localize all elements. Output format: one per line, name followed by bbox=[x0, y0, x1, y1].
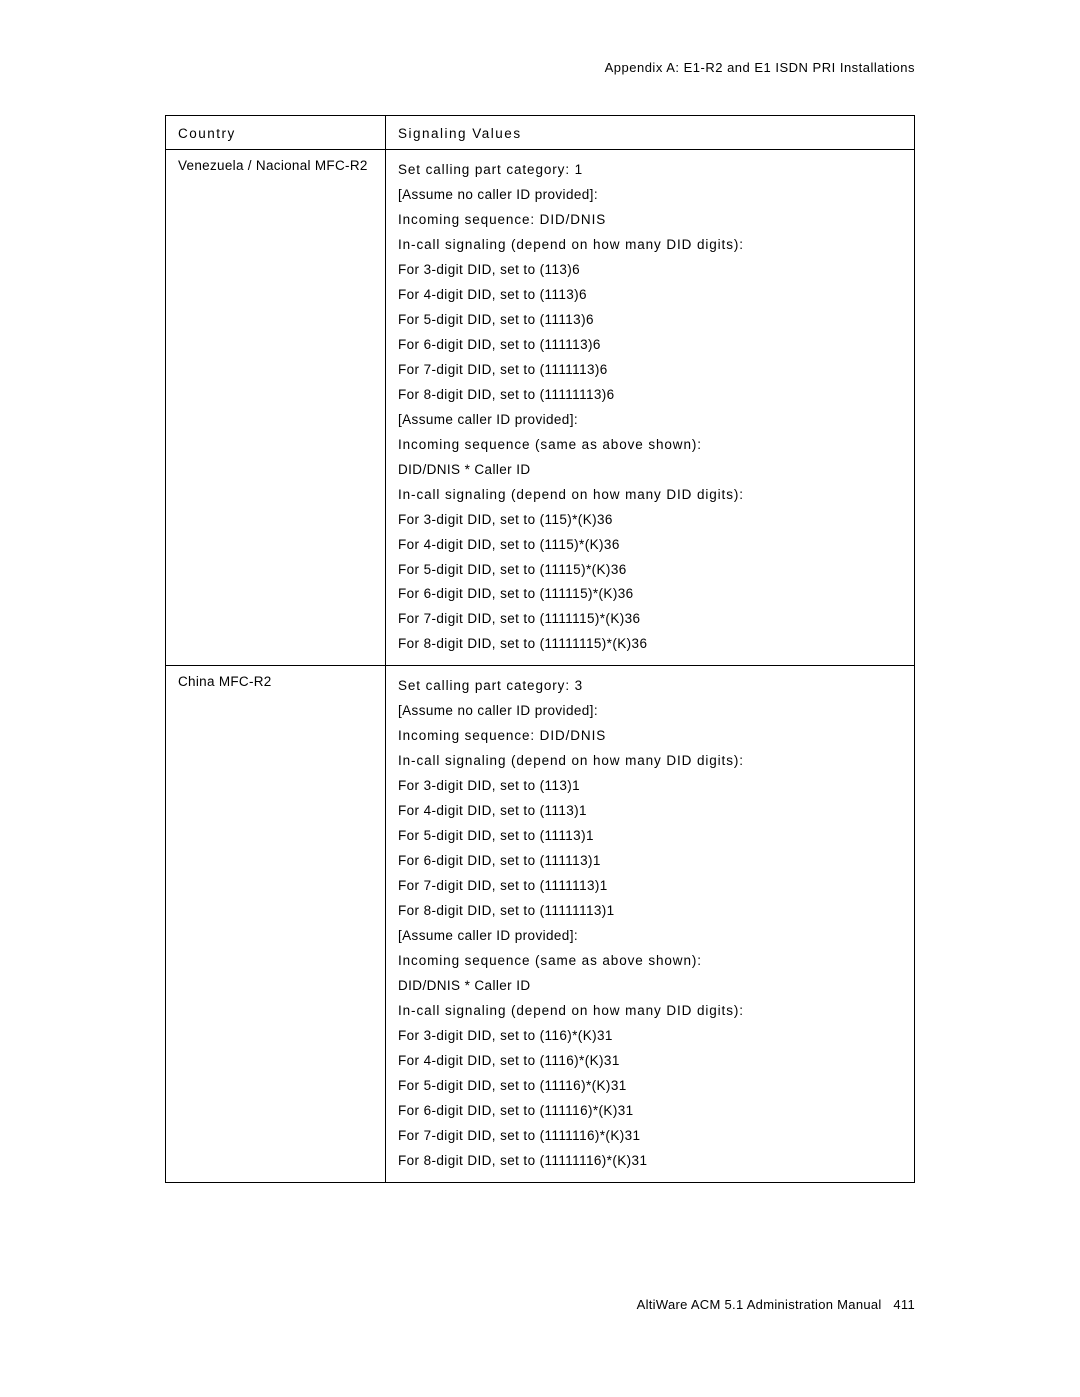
signaling-line: Incoming sequence: DID/DNIS bbox=[398, 724, 902, 749]
signaling-line: For 5-digit DID, set to (11116)*(K)31 bbox=[398, 1074, 902, 1099]
table-row: China MFC-R2Set calling part category: 3… bbox=[166, 666, 915, 1182]
signaling-line: [Assume no caller ID provided]: bbox=[398, 183, 902, 208]
signaling-line: For 3-digit DID, set to (113)1 bbox=[398, 774, 902, 799]
signaling-line: In-call signaling (depend on how many DI… bbox=[398, 749, 902, 774]
signaling-line: For 8-digit DID, set to (11111115)*(K)36 bbox=[398, 632, 902, 657]
cell-signaling: Set calling part category: 1[Assume no c… bbox=[386, 150, 915, 666]
signaling-line: For 5-digit DID, set to (11113)6 bbox=[398, 308, 902, 333]
signaling-line: [Assume caller ID provided]: bbox=[398, 924, 902, 949]
signaling-line: In-call signaling (depend on how many DI… bbox=[398, 999, 902, 1024]
footer-page-number: 411 bbox=[893, 1297, 915, 1312]
signaling-line: For 8-digit DID, set to (11111116)*(K)31 bbox=[398, 1149, 902, 1174]
signaling-line: For 6-digit DID, set to (111113)1 bbox=[398, 849, 902, 874]
signaling-line: Set calling part category: 3 bbox=[398, 674, 902, 699]
signaling-line: For 4-digit DID, set to (1116)*(K)31 bbox=[398, 1049, 902, 1074]
signaling-line: For 7-digit DID, set to (1111113)6 bbox=[398, 358, 902, 383]
signaling-line: DID/DNIS * Caller ID bbox=[398, 974, 902, 999]
signaling-line: For 8-digit DID, set to (11111113)1 bbox=[398, 899, 902, 924]
signaling-line: For 3-digit DID, set to (113)6 bbox=[398, 258, 902, 283]
signaling-line: For 5-digit DID, set to (11115)*(K)36 bbox=[398, 558, 902, 583]
signaling-line: For 5-digit DID, set to (11113)1 bbox=[398, 824, 902, 849]
signaling-line: For 7-digit DID, set to (1111113)1 bbox=[398, 874, 902, 899]
table-row: Venezuela / Nacional MFC-R2Set calling p… bbox=[166, 150, 915, 666]
signaling-line: For 4-digit DID, set to (1113)1 bbox=[398, 799, 902, 824]
cell-signaling: Set calling part category: 3[Assume no c… bbox=[386, 666, 915, 1182]
signaling-line: Incoming sequence (same as above shown): bbox=[398, 433, 902, 458]
col-signaling: Signaling Values bbox=[386, 116, 915, 150]
signaling-line: For 7-digit DID, set to (1111116)*(K)31 bbox=[398, 1124, 902, 1149]
cell-country: China MFC-R2 bbox=[166, 666, 386, 1182]
signaling-line: [Assume caller ID provided]: bbox=[398, 408, 902, 433]
page-header: Appendix A: E1-R2 and E1 ISDN PRI Instal… bbox=[165, 60, 915, 75]
signaling-line: For 8-digit DID, set to (11111113)6 bbox=[398, 383, 902, 408]
footer-text: AltiWare ACM 5.1 Administration Manual bbox=[637, 1297, 882, 1312]
signaling-line: For 7-digit DID, set to (1111115)*(K)36 bbox=[398, 607, 902, 632]
signaling-line: Set calling part category: 1 bbox=[398, 158, 902, 183]
signaling-line: For 6-digit DID, set to (111113)6 bbox=[398, 333, 902, 358]
signaling-line: For 6-digit DID, set to (111115)*(K)36 bbox=[398, 582, 902, 607]
signaling-line: Incoming sequence: DID/DNIS bbox=[398, 208, 902, 233]
table-header-row: Country Signaling Values bbox=[166, 116, 915, 150]
signaling-table: Country Signaling Values Venezuela / Nac… bbox=[165, 115, 915, 1183]
cell-country: Venezuela / Nacional MFC-R2 bbox=[166, 150, 386, 666]
page-footer: AltiWare ACM 5.1 Administration Manual 4… bbox=[637, 1297, 915, 1312]
signaling-line: In-call signaling (depend on how many DI… bbox=[398, 233, 902, 258]
signaling-line: For 3-digit DID, set to (115)*(K)36 bbox=[398, 508, 902, 533]
signaling-line: Incoming sequence (same as above shown): bbox=[398, 949, 902, 974]
signaling-line: DID/DNIS * Caller ID bbox=[398, 458, 902, 483]
signaling-line: For 3-digit DID, set to (116)*(K)31 bbox=[398, 1024, 902, 1049]
signaling-line: For 6-digit DID, set to (111116)*(K)31 bbox=[398, 1099, 902, 1124]
signaling-line: For 4-digit DID, set to (1115)*(K)36 bbox=[398, 533, 902, 558]
signaling-line: For 4-digit DID, set to (1113)6 bbox=[398, 283, 902, 308]
signaling-line: In-call signaling (depend on how many DI… bbox=[398, 483, 902, 508]
signaling-line: [Assume no caller ID provided]: bbox=[398, 699, 902, 724]
col-country: Country bbox=[166, 116, 386, 150]
